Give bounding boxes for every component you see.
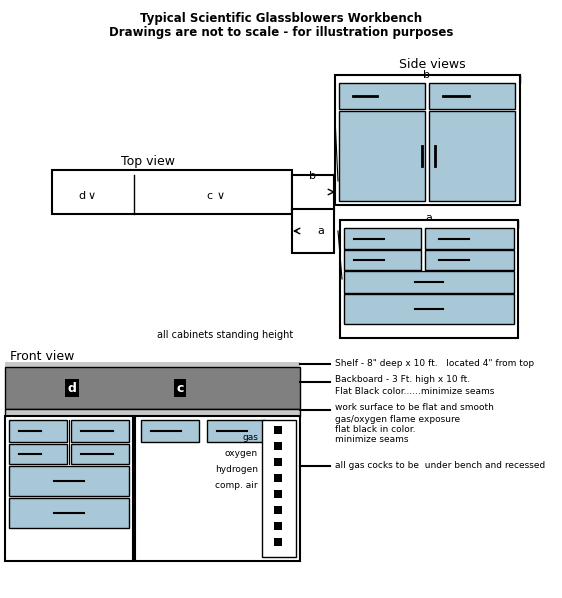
Bar — [335, 75, 520, 205]
Bar — [344, 271, 514, 293]
Bar — [335, 75, 520, 83]
Bar — [340, 220, 518, 338]
Bar — [424, 228, 514, 249]
Bar — [339, 111, 425, 201]
Text: gas: gas — [242, 434, 258, 443]
Bar — [135, 416, 300, 561]
Bar — [274, 538, 282, 546]
Text: all cabinets standing height: all cabinets standing height — [157, 330, 293, 340]
Bar — [344, 228, 420, 249]
Bar — [52, 170, 292, 214]
Text: Top view: Top view — [121, 155, 175, 168]
Text: all gas cocks to be  under bench and recessed: all gas cocks to be under bench and rece… — [335, 462, 545, 471]
Bar — [274, 474, 282, 482]
Bar — [9, 420, 67, 442]
Text: d: d — [67, 382, 76, 395]
Text: comp. air: comp. air — [215, 481, 258, 490]
Bar — [71, 420, 129, 442]
Text: ∨: ∨ — [88, 191, 96, 201]
Text: b: b — [310, 171, 316, 181]
Bar — [292, 175, 334, 214]
Bar — [9, 466, 129, 496]
Text: Flat Black color......minimize seams: Flat Black color......minimize seams — [335, 388, 495, 396]
Text: minimize seams: minimize seams — [335, 435, 409, 444]
Bar — [5, 362, 300, 367]
Text: Side views: Side views — [398, 58, 465, 71]
Text: gas/oxygen flame exposure: gas/oxygen flame exposure — [335, 414, 460, 423]
Bar — [207, 420, 265, 442]
Text: oxygen: oxygen — [225, 450, 258, 459]
Text: Shelf - 8" deep x 10 ft.   located 4" from top: Shelf - 8" deep x 10 ft. located 4" from… — [335, 359, 534, 368]
Text: Drawings are not to scale - for illustration purposes: Drawings are not to scale - for illustra… — [109, 26, 453, 39]
Bar — [52, 170, 292, 175]
Text: b: b — [424, 70, 430, 80]
Bar — [429, 83, 515, 109]
Text: hydrogen: hydrogen — [215, 465, 258, 474]
Text: a: a — [425, 213, 432, 223]
Text: a: a — [317, 226, 324, 236]
Text: Front view: Front view — [10, 350, 74, 363]
Text: d: d — [79, 191, 85, 201]
Text: c: c — [176, 382, 184, 395]
Bar — [274, 458, 282, 466]
Bar — [262, 420, 296, 557]
Text: Typical Scientific Glassblowers Workbench: Typical Scientific Glassblowers Workbenc… — [140, 12, 422, 25]
Bar — [340, 220, 518, 228]
Bar — [141, 420, 199, 442]
Bar — [274, 522, 282, 530]
Bar — [9, 498, 129, 528]
Text: Backboard - 3 Ft. high x 10 ft.: Backboard - 3 Ft. high x 10 ft. — [335, 376, 470, 385]
Bar — [71, 444, 129, 464]
Bar — [9, 444, 67, 464]
Bar — [274, 490, 282, 498]
Bar — [5, 367, 300, 409]
Text: ∨: ∨ — [217, 191, 225, 201]
Bar — [274, 442, 282, 450]
Bar — [274, 426, 282, 434]
Bar — [292, 209, 334, 253]
Bar — [274, 506, 282, 514]
Bar — [424, 250, 514, 270]
Bar — [339, 83, 425, 109]
Bar — [5, 409, 300, 416]
Bar — [344, 294, 514, 324]
Bar — [5, 416, 133, 561]
Text: c: c — [206, 191, 212, 201]
Bar — [344, 250, 420, 270]
Text: flat black in color.: flat black in color. — [335, 425, 415, 434]
Text: work surface to be flat and smooth: work surface to be flat and smooth — [335, 404, 494, 413]
Bar — [429, 111, 515, 201]
